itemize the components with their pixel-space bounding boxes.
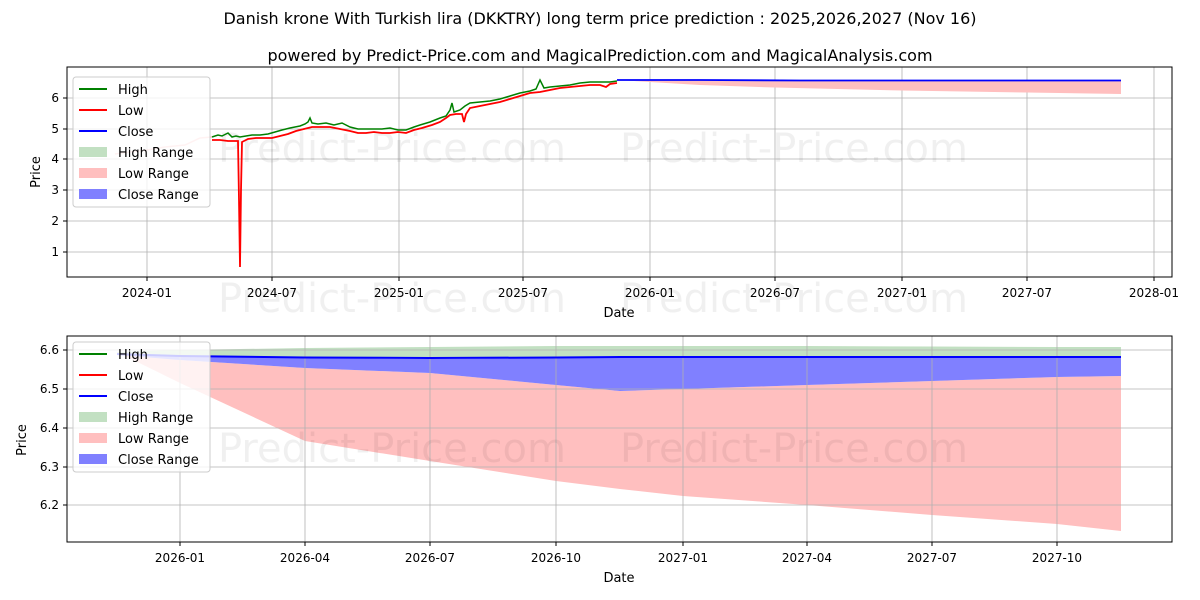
x-tick-label: 2027-07 [1002, 286, 1052, 300]
top-y-ticks [63, 97, 67, 253]
bottom-y-ticks [63, 349, 67, 506]
x-tick-label: 2026-10 [531, 551, 581, 565]
bottom-low-range-area [117, 352, 1121, 531]
chart-subtitle: powered by Predict-Price.com and Magical… [267, 46, 933, 65]
top-grid [67, 67, 1172, 277]
legend-close-range-swatch [79, 454, 107, 464]
legend-low-label: Low [118, 104, 144, 119]
bottom-x-ticks [179, 542, 1058, 546]
legend-low-label: Low [118, 369, 144, 384]
watermark: Predict-Price.com [620, 126, 968, 172]
bottom-x-axis-label: Date [603, 571, 634, 586]
top-plot-frame [66, 66, 1173, 278]
bottom-close-line [116, 353, 1121, 360]
legend-high-range-swatch [79, 412, 107, 422]
x-tick-label: 2027-04 [782, 551, 832, 565]
bottom-grid [67, 336, 1172, 542]
x-tick-label: 2026-07 [405, 551, 455, 565]
chart-title: Danish krone With Turkish lira (DKKTRY) … [223, 9, 977, 28]
y-tick-label: 6.2 [40, 498, 59, 512]
x-tick-label: 2025-07 [498, 286, 548, 300]
watermark: Predict-Price.com [218, 276, 566, 322]
legend-high-range-swatch [79, 147, 107, 157]
top-y-tick-labels: 1 2 3 4 5 6 [51, 91, 59, 259]
legend-low-range-label: Low Range [118, 432, 189, 447]
bottom-high-range-area [117, 346, 1121, 358]
bottom-y-axis-label: Price [15, 424, 30, 456]
top-close-line [617, 79, 1121, 82]
y-tick-label: 6.3 [40, 460, 59, 474]
y-tick-label: 6.5 [40, 382, 59, 396]
bottom-x-tick-labels: 2026-01 2026-04 2026-07 2026-10 2027-01 … [155, 551, 1082, 565]
x-tick-label: 2025-01 [374, 286, 424, 300]
x-tick-label: 2026-01 [155, 551, 205, 565]
legend-high-label: High [118, 83, 148, 98]
x-tick-label: 2024-01 [122, 286, 172, 300]
top-low-range-area [617, 80, 1121, 94]
x-tick-label: 2028-01 [1129, 286, 1179, 300]
bottom-legend: High Low Close High Range Low Range Clos… [72, 341, 211, 473]
legend-close-range-label: Close Range [118, 188, 199, 203]
top-x-axis-label: Date [603, 306, 634, 321]
watermark: Predict-Price.com [620, 426, 968, 472]
y-tick-label: 6 [51, 91, 59, 105]
y-tick-label: 3 [51, 183, 59, 197]
x-tick-label: 2026-01 [625, 286, 675, 300]
x-tick-label: 2026-04 [280, 551, 330, 565]
legend-low-range-swatch [79, 433, 107, 443]
legend-high-label: High [118, 348, 148, 363]
y-tick-label: 1 [51, 245, 59, 259]
top-chart: Predict-Price.com Predict-Price.com Pred… [29, 66, 1179, 322]
top-y-axis-label: Price [29, 156, 44, 188]
y-tick-label: 6.6 [40, 343, 59, 357]
top-high-line [211, 78, 618, 138]
top-x-tick-labels: 2024-01 2024-07 2025-01 2025-07 2026-01 … [122, 286, 1179, 300]
y-tick-label: 4 [51, 152, 59, 166]
legend-close-label: Close [118, 390, 153, 405]
legend-high-range-label: High Range [118, 411, 193, 426]
x-tick-label: 2027-10 [1032, 551, 1082, 565]
legend-low-range-swatch [79, 168, 107, 178]
watermark: Predict-Price.com [218, 426, 566, 472]
y-tick-label: 2 [51, 214, 59, 228]
y-tick-label: 5 [51, 122, 59, 136]
watermark: Predict-Price.com [620, 276, 968, 322]
x-tick-label: 2027-01 [658, 551, 708, 565]
bottom-close-range-area [117, 353, 1121, 391]
x-tick-label: 2026-07 [750, 286, 800, 300]
bottom-plot-frame [66, 335, 1173, 543]
x-tick-label: 2027-07 [907, 551, 957, 565]
bottom-y-tick-labels: 6.2 6.3 6.4 6.5 6.6 [40, 343, 59, 512]
legend-close-range-label: Close Range [118, 453, 199, 468]
x-tick-label: 2024-07 [247, 286, 297, 300]
top-legend: High Low Close High Range Low Range Clos… [72, 76, 211, 208]
legend-high-range-label: High Range [118, 146, 193, 161]
top-low-line [212, 82, 618, 268]
bottom-chart: Predict-Price.com Predict-Price.com 6.2 … [15, 335, 1173, 586]
legend-close-range-swatch [79, 189, 107, 199]
legend-low-range-label: Low Range [118, 167, 189, 182]
watermark: Predict-Price.com [218, 126, 566, 172]
x-tick-label: 2027-01 [877, 286, 927, 300]
legend-close-label: Close [118, 125, 153, 140]
top-x-ticks [146, 277, 1155, 281]
y-tick-label: 6.4 [40, 421, 59, 435]
